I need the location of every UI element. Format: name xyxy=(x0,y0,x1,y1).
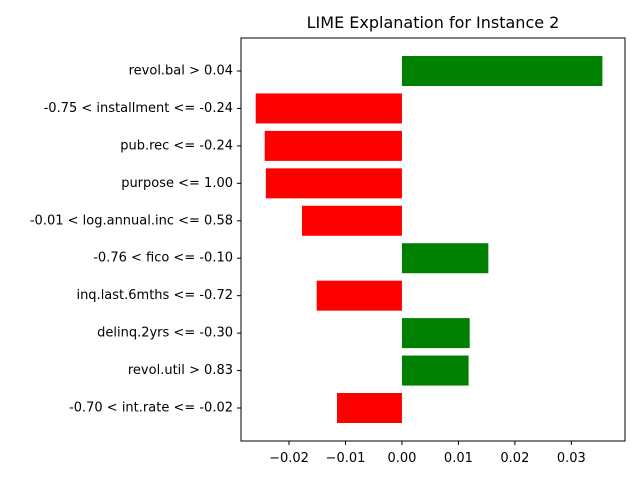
bar-3 xyxy=(265,168,402,199)
x-tick-label-3: 0.01 xyxy=(444,451,473,466)
y-tick-label-1: -0.75 < installment <= -0.24 xyxy=(44,101,233,116)
bar-9 xyxy=(337,393,402,423)
y-tick-label-3: purpose <= 1.00 xyxy=(121,176,233,191)
chart-title: LIME Explanation for Instance 2 xyxy=(307,13,560,32)
bar-7 xyxy=(401,318,470,349)
x-tick-label-0: −0.02 xyxy=(269,451,309,466)
y-tick-label-9: -0.70 < int.rate <= -0.02 xyxy=(69,401,233,416)
x-axis: −0.02 −0.01 0.00 0.01 0.02 0.03 xyxy=(269,441,586,466)
plot-frame xyxy=(240,37,626,442)
y-tick-label-8: revol.util > 0.83 xyxy=(128,363,233,378)
x-tick-label-5: 0.03 xyxy=(557,451,586,466)
y-tick-label-0: revol.bal > 0.04 xyxy=(129,64,233,79)
bar-5 xyxy=(401,243,489,274)
bar-1 xyxy=(255,93,402,124)
y-tick-label-7: delinq.2yrs <= -0.30 xyxy=(97,326,233,341)
bar-4 xyxy=(301,205,402,236)
x-tick-label-1: −0.01 xyxy=(326,451,366,466)
bar-8 xyxy=(401,355,469,386)
x-tick-label-2: 0.00 xyxy=(387,451,416,466)
bars-group xyxy=(255,56,603,423)
y-tick-labels: revol.bal > 0.04 -0.75 < installment <= -… xyxy=(30,64,241,416)
bar-6 xyxy=(316,280,402,311)
y-tick-label-5: -0.76 < fico <= -0.10 xyxy=(93,251,233,266)
bar-2 xyxy=(264,130,402,161)
y-tick-label-4: -0.01 < log.annual.inc <= 0.58 xyxy=(30,213,233,228)
x-tick-label-4: 0.02 xyxy=(500,451,529,466)
y-tick-label-6: inq.last.6mths <= -0.72 xyxy=(76,288,233,303)
bar-0 xyxy=(401,56,603,86)
y-tick-label-2: pub.rec <= -0.24 xyxy=(120,138,233,153)
